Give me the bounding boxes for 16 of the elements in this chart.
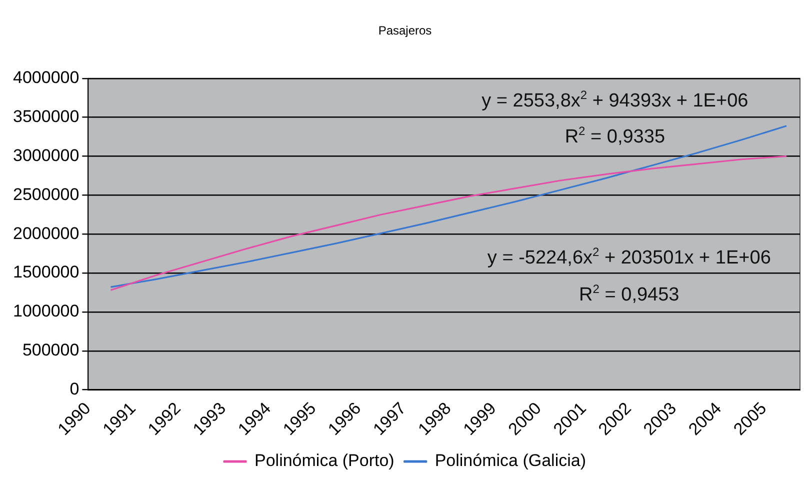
y-tick-label: 1000000 (12, 302, 80, 321)
y-tick-label: 3000000 (12, 146, 80, 165)
y-tick-label: 3500000 (12, 107, 80, 126)
annotation: R$^{2}$ = 0,9453 (579, 282, 680, 307)
annotation: y = 2553,8x$^{2}$ + 94393x + 1E+06 (482, 88, 748, 112)
y-tick-label: 1500000 (12, 262, 80, 282)
y-tick-label: 500000 (22, 340, 80, 360)
y-tick-label: 0 (70, 380, 80, 399)
y-tick-label: 2000000 (12, 224, 80, 243)
y-tick-label: 2500000 (12, 184, 80, 204)
annotation: R$^{2}$ = 0,9335 (564, 124, 666, 148)
y-tick-label: 4000000 (12, 68, 80, 88)
legend-label: Polinómica (Porto) (254, 451, 394, 470)
chart-title: Pasajeros (378, 24, 432, 38)
annotation: y = -5224,6x$^{2}$ + 203501x + 1E+06 (487, 245, 771, 270)
legend-label: Polinómica (Galicia) (434, 451, 586, 470)
